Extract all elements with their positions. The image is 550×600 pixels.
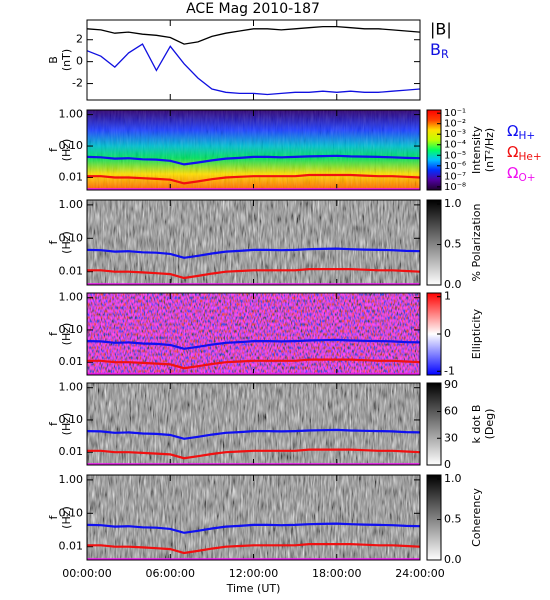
colorbar-tick-label: 0.0 bbox=[444, 278, 462, 291]
x-tick-label: 18:00:00 bbox=[312, 567, 361, 580]
colorbar-tick-label: -1 bbox=[444, 364, 455, 377]
colorbar-tick-label: 1.0 bbox=[444, 472, 462, 485]
colorbar-tick-label: 1 bbox=[444, 290, 451, 303]
colorbar-label: % Polarization bbox=[470, 204, 483, 282]
colorbar bbox=[426, 199, 442, 286]
series-line bbox=[87, 247, 420, 259]
y-tick-label: 2 bbox=[76, 33, 83, 46]
series-line bbox=[87, 154, 420, 166]
y-tick-label: 0.10 bbox=[59, 413, 84, 426]
colorbar-tick-label: 10⁻⁵ bbox=[444, 150, 466, 161]
legend-label: ΩH+ bbox=[507, 122, 535, 143]
colorbar-label: (Deg) bbox=[483, 409, 496, 440]
colorbar-tick-label: 0.5 bbox=[444, 238, 462, 251]
y-axis-label: (Hz) bbox=[60, 323, 73, 346]
y-tick-label: 0 bbox=[76, 55, 83, 68]
series-line bbox=[87, 338, 420, 350]
y-axis-label: B bbox=[47, 56, 60, 64]
y-tick-label: 1.00 bbox=[59, 381, 84, 394]
colorbar-tick-label: 10⁻³ bbox=[444, 129, 466, 140]
panel-frame bbox=[86, 199, 421, 286]
series-line bbox=[87, 43, 420, 96]
y-axis-label: f bbox=[47, 514, 60, 519]
panel-frame bbox=[86, 109, 421, 191]
y-tick-label: 1.00 bbox=[59, 108, 84, 121]
colorbar-tick-label: 10⁻⁸ bbox=[444, 182, 466, 193]
colorbar-tick-label: 1.0 bbox=[444, 197, 462, 210]
colorbar bbox=[426, 109, 442, 191]
y-tick-label: 1.00 bbox=[59, 291, 84, 304]
y-tick-label: 0.01 bbox=[59, 265, 84, 278]
y-tick-label: 0.10 bbox=[59, 506, 84, 519]
y-axis-label: f bbox=[47, 239, 60, 244]
legend-label: BR bbox=[430, 40, 449, 62]
y-tick-label: 0.01 bbox=[59, 170, 84, 183]
x-tick-label: 06:00:00 bbox=[146, 567, 195, 580]
y-tick-label: 1.00 bbox=[59, 473, 84, 486]
panel-frame bbox=[86, 292, 421, 376]
series-line bbox=[87, 543, 420, 555]
colorbar-tick-label: 0.0 bbox=[444, 553, 462, 566]
colorbar-label: (nT²/Hz) bbox=[483, 128, 496, 172]
colorbar bbox=[426, 382, 442, 466]
series-line bbox=[87, 25, 420, 45]
colorbar-label: Ellipticity bbox=[470, 308, 483, 359]
colorbar-tick-label: 60 bbox=[444, 405, 458, 418]
colorbar-tick-label: 0 bbox=[444, 327, 451, 340]
series-line bbox=[87, 268, 420, 280]
panel-frame bbox=[86, 474, 421, 561]
y-axis-label: f bbox=[47, 147, 60, 152]
y-tick-label: 0.10 bbox=[59, 323, 84, 336]
y-axis-label: (Hz) bbox=[60, 139, 73, 162]
y-axis-label: (Hz) bbox=[60, 231, 73, 254]
x-tick-label: 24:00:00 bbox=[395, 567, 444, 580]
colorbar-tick-label: 10⁻¹ bbox=[444, 108, 466, 119]
y-tick-label: 0.01 bbox=[59, 355, 84, 368]
series-line bbox=[87, 428, 420, 440]
x-tick-label: 12:00:00 bbox=[229, 567, 278, 580]
series-line bbox=[87, 358, 420, 370]
y-tick-label: 1.00 bbox=[59, 198, 84, 211]
colorbar-tick-label: 90 bbox=[444, 378, 458, 391]
x-tick-label: 00:00:00 bbox=[62, 567, 111, 580]
colorbar-tick-label: 10⁻⁷ bbox=[444, 171, 466, 182]
y-axis-label: f bbox=[47, 421, 60, 426]
colorbar-tick-label: 10⁻² bbox=[444, 119, 466, 130]
y-axis-label: (nT) bbox=[60, 49, 73, 71]
colorbar-tick-label: 30 bbox=[444, 431, 458, 444]
chart-title: ACE Mag 2010-187 bbox=[186, 1, 320, 17]
y-tick-label: 0.01 bbox=[59, 445, 84, 458]
colorbar-tick-label: 10⁻⁶ bbox=[444, 161, 466, 172]
panel-frame bbox=[86, 382, 421, 466]
y-tick-label: 0.10 bbox=[59, 139, 84, 152]
colorbar-tick-label: 0 bbox=[444, 458, 451, 471]
colorbar-label: k dot B bbox=[470, 405, 483, 444]
y-tick-label: 0.01 bbox=[59, 540, 84, 553]
series-line bbox=[87, 448, 420, 460]
y-axis-label: (Hz) bbox=[60, 413, 73, 436]
series-line bbox=[87, 173, 420, 185]
series-line bbox=[87, 522, 420, 534]
x-axis-label: Time (UT) bbox=[226, 582, 281, 595]
y-axis-label: (Hz) bbox=[60, 506, 73, 529]
y-tick-label: 0.10 bbox=[59, 231, 84, 244]
legend-label: |B| bbox=[430, 20, 452, 39]
legend-label: ΩO+ bbox=[507, 164, 536, 185]
colorbar-tick-label: 10⁻⁴ bbox=[444, 140, 466, 151]
colorbar-label: Intensity bbox=[470, 126, 483, 174]
colorbar-tick-label: 0.5 bbox=[444, 513, 462, 526]
panel-frame bbox=[86, 19, 421, 101]
y-tick-label: -2 bbox=[72, 77, 83, 90]
y-axis-label: f bbox=[47, 331, 60, 336]
colorbar bbox=[426, 474, 442, 561]
legend-label: ΩHe+ bbox=[507, 143, 542, 164]
colorbar-label: Coherency bbox=[470, 488, 483, 547]
